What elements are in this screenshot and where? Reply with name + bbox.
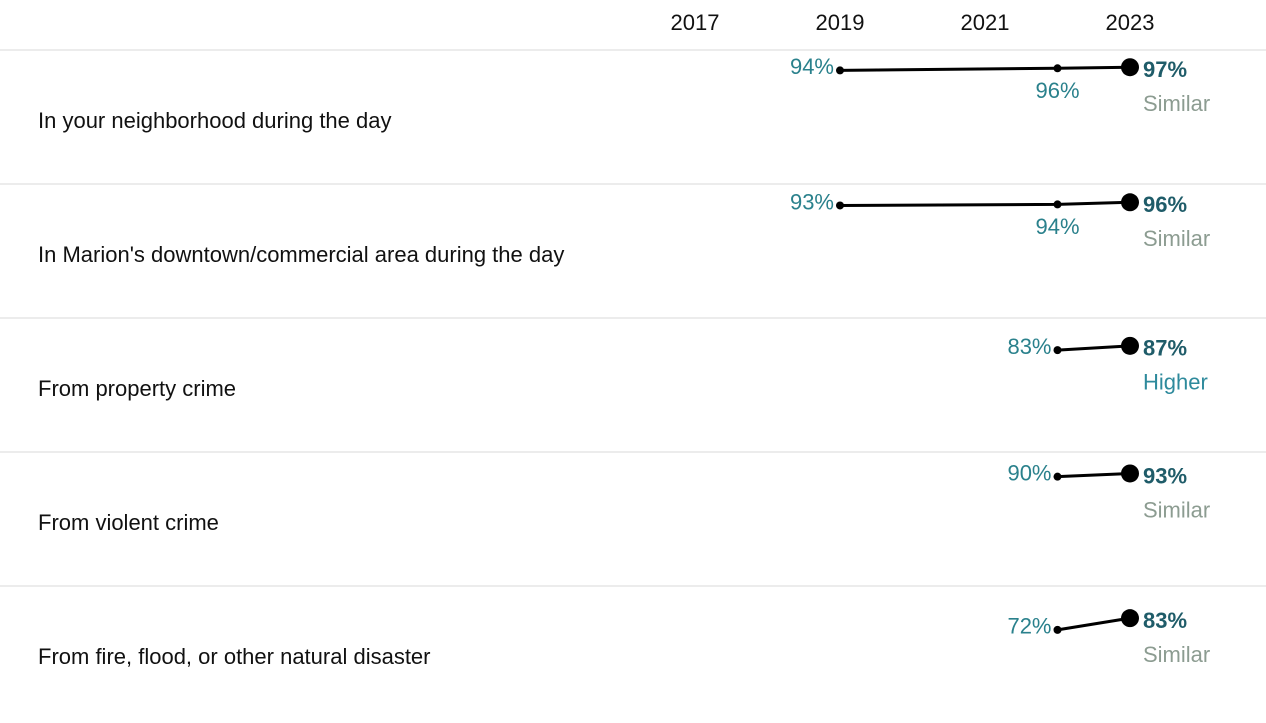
latest-value-label: 93% bbox=[1143, 463, 1187, 488]
status-label: Similar bbox=[1143, 226, 1210, 251]
x-tick-label: 2021 bbox=[961, 10, 1010, 35]
x-tick-label: 2019 bbox=[816, 10, 865, 35]
x-tick-label: 2023 bbox=[1106, 10, 1155, 35]
row-label: From fire, flood, or other natural disas… bbox=[38, 643, 431, 669]
latest-value-label: 96% bbox=[1143, 192, 1187, 217]
point bbox=[1053, 472, 1062, 481]
latest-point bbox=[1121, 58, 1139, 77]
trend-line bbox=[1057, 616, 1131, 632]
x-tick-label: 2017 bbox=[671, 10, 720, 35]
latest-value-label: 83% bbox=[1143, 608, 1187, 633]
latest-value-label: 87% bbox=[1143, 336, 1187, 361]
latest-point bbox=[1121, 609, 1139, 628]
value-label: 90% bbox=[1007, 460, 1051, 485]
value-label: 96% bbox=[1035, 78, 1079, 103]
point bbox=[1053, 625, 1062, 634]
trend-line bbox=[1057, 344, 1131, 352]
point bbox=[836, 66, 844, 75]
value-label: 72% bbox=[1007, 614, 1051, 639]
row-label: In Marion's downtown/commercial area dur… bbox=[38, 241, 565, 267]
value-label: 94% bbox=[790, 54, 834, 79]
status-label: Similar bbox=[1143, 497, 1210, 522]
latest-point bbox=[1121, 193, 1139, 212]
point bbox=[836, 201, 844, 210]
value-label: 93% bbox=[790, 189, 834, 214]
status-label: Higher bbox=[1143, 370, 1208, 395]
point bbox=[1053, 346, 1062, 355]
row-label: In your neighborhood during the day bbox=[38, 107, 392, 133]
latest-point bbox=[1121, 464, 1139, 483]
point bbox=[1053, 64, 1062, 73]
trend-line bbox=[839, 65, 1131, 72]
status-label: Similar bbox=[1143, 91, 1210, 116]
value-label: 94% bbox=[1035, 214, 1079, 239]
status-label: Similar bbox=[1143, 642, 1210, 667]
row-label: From violent crime bbox=[38, 509, 219, 535]
trend-line bbox=[1057, 471, 1131, 479]
value-label: 83% bbox=[1007, 334, 1051, 359]
latest-value-label: 97% bbox=[1143, 57, 1187, 82]
point bbox=[1053, 200, 1062, 209]
latest-point bbox=[1121, 336, 1139, 355]
trend-line bbox=[839, 200, 1131, 207]
row-label: From property crime bbox=[38, 375, 237, 401]
